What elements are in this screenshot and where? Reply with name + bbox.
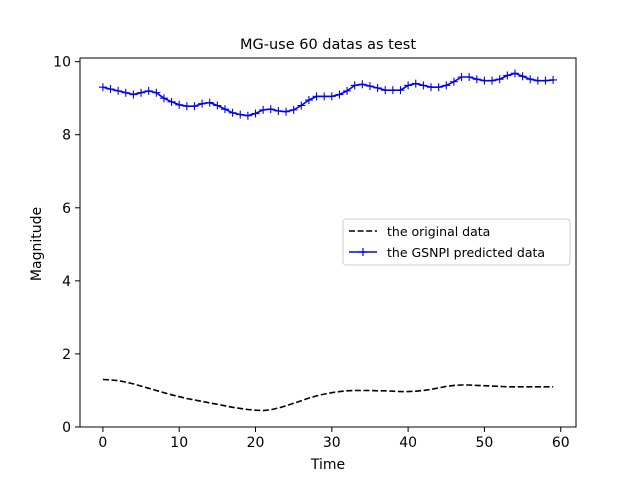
- data-point-s1-43: [427, 83, 436, 92]
- data-point-s1-56: [526, 75, 535, 84]
- data-point-s1-26: [297, 101, 306, 110]
- data-point-s1-57: [533, 76, 542, 85]
- legend-marker-predicted: [359, 248, 367, 256]
- x-tick-label-0: 0: [98, 435, 107, 451]
- legend: the original data the GSNPI predicted da…: [342, 218, 571, 266]
- data-point-s1-58: [541, 76, 550, 85]
- y-tick-label-2: 2: [62, 347, 71, 363]
- data-point-s1-4: [129, 90, 138, 99]
- data-point-s1-7: [152, 88, 161, 97]
- data-point-s1-30: [327, 92, 336, 101]
- data-point-s1-48: [465, 72, 474, 81]
- data-point-s1-12: [190, 102, 199, 111]
- data-point-s1-22: [266, 105, 275, 114]
- x-tick-label-40: 40: [399, 435, 417, 451]
- data-point-s1-44: [434, 83, 443, 92]
- data-point-s1-28: [312, 92, 321, 101]
- data-point-s1-20: [251, 109, 260, 118]
- chart-title: MG-use 60 datas as test: [240, 37, 416, 53]
- x-tick-label-60: 60: [552, 435, 570, 451]
- data-point-s1-59: [549, 75, 558, 84]
- data-point-s1-2: [114, 86, 123, 95]
- data-point-s1-15: [213, 101, 222, 110]
- data-point-s1-14: [205, 98, 214, 107]
- data-point-s1-40: [404, 81, 413, 90]
- axes-layer: [79, 57, 577, 428]
- data-point-s1-35: [365, 82, 374, 91]
- data-point-s1-49: [472, 75, 481, 84]
- data-point-s1-33: [350, 81, 359, 90]
- x-tick-label-10: 10: [170, 435, 188, 451]
- data-point-s1-52: [495, 75, 504, 84]
- data-point-s1-23: [274, 106, 283, 115]
- y-tick-label-0: 0: [62, 420, 71, 436]
- data-point-s1-53: [503, 71, 512, 80]
- x-tick-label-50: 50: [476, 435, 494, 451]
- y-tick-label-10: 10: [53, 55, 71, 71]
- data-point-s1-39: [396, 86, 405, 95]
- data-point-s1-11: [182, 102, 191, 111]
- data-point-s1-34: [358, 80, 367, 89]
- legend-label-predicted: the GSNPI predicted data: [387, 245, 545, 260]
- data-point-s1-6: [144, 86, 153, 95]
- data-point-s1-27: [304, 96, 313, 105]
- data-point-s1-31: [335, 90, 344, 99]
- data-point-s1-21: [259, 105, 268, 114]
- legend-label-original: the original data: [387, 224, 490, 239]
- data-point-s1-8: [159, 94, 168, 103]
- data-point-s1-47: [457, 72, 466, 81]
- data-point-s1-50: [480, 76, 489, 85]
- data-point-s1-42: [419, 81, 428, 90]
- data-point-s1-29: [320, 92, 329, 101]
- data-point-s1-18: [236, 110, 245, 119]
- data-point-s1-19: [243, 111, 252, 120]
- data-point-s1-45: [442, 81, 451, 90]
- data-point-s1-0: [98, 83, 107, 92]
- data-point-s1-9: [167, 97, 176, 106]
- series-layer: [98, 69, 558, 412]
- series-line-0: [102, 378, 554, 412]
- data-point-s1-37: [381, 86, 390, 95]
- axes-frame: [79, 57, 577, 428]
- x-tick-label-30: 30: [323, 435, 341, 451]
- data-point-s1-54: [510, 69, 519, 78]
- y-tick-label-6: 6: [62, 201, 71, 217]
- data-point-s1-32: [343, 86, 352, 95]
- y-tick-label-4: 4: [62, 274, 71, 290]
- data-point-s1-38: [388, 86, 397, 95]
- x-tick-label-20: 20: [247, 435, 265, 451]
- data-point-s1-13: [198, 99, 207, 108]
- x-axis-label: Time: [310, 457, 345, 473]
- data-point-s1-16: [220, 105, 229, 114]
- data-point-s1-41: [411, 79, 420, 88]
- data-point-s1-17: [228, 108, 237, 117]
- data-point-s1-25: [289, 105, 298, 114]
- data-point-s1-5: [137, 88, 146, 97]
- data-point-s1-55: [518, 72, 527, 81]
- data-point-s1-51: [488, 76, 497, 85]
- ticks-layer: 0 10 20 30 40 50 60 0 2 4 6 8 10: [53, 55, 569, 451]
- data-point-s1-24: [282, 107, 291, 116]
- data-point-s1-1: [106, 85, 115, 94]
- data-point-s1-36: [373, 83, 382, 92]
- data-point-s1-46: [449, 77, 458, 86]
- y-tick-label-8: 8: [62, 128, 71, 144]
- legend-frame: [342, 218, 571, 266]
- data-point-s1-10: [175, 100, 184, 109]
- y-axis-label: Magnitude: [29, 207, 45, 281]
- data-point-s1-3: [121, 88, 130, 97]
